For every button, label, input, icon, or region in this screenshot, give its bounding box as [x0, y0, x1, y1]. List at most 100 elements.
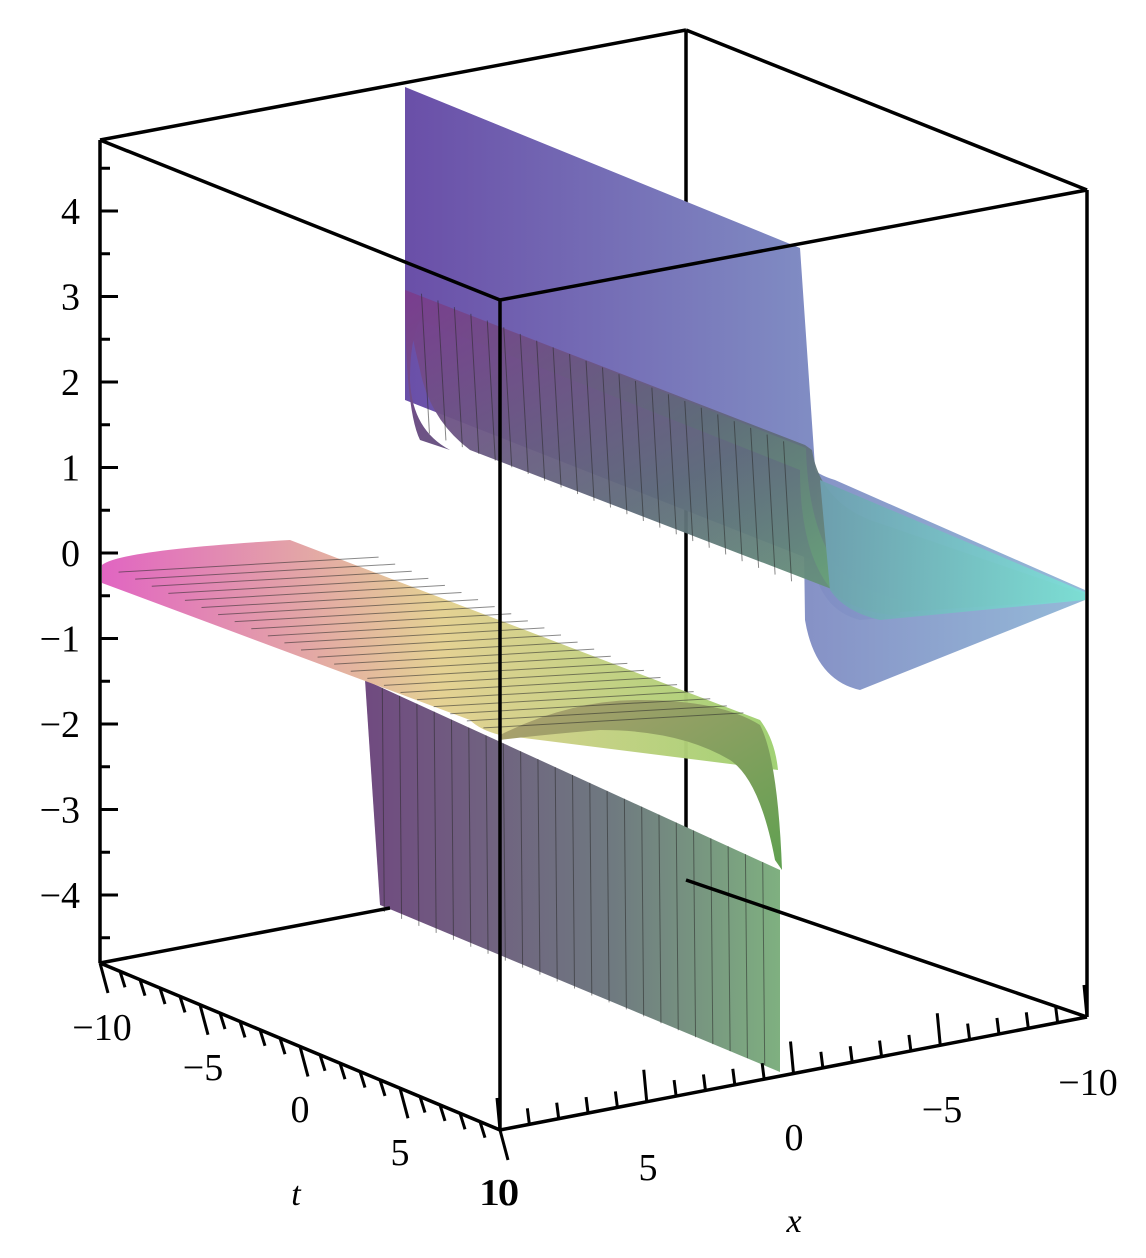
upper-mesh-line	[519, 333, 529, 474]
lower-mesh-line	[572, 774, 575, 989]
lower-mesh-line	[399, 695, 403, 919]
lower-flat-mesh-line	[135, 563, 396, 580]
x-minor-tick	[613, 1091, 619, 1108]
lower-mesh-line	[727, 846, 731, 1052]
lower-mesh-line	[554, 767, 558, 982]
x-tick-label: −10	[1058, 1062, 1117, 1104]
x-tick-label: 5	[639, 1147, 658, 1189]
z-tick-label: 3	[61, 277, 80, 319]
lower-flat-mesh-line	[317, 641, 578, 658]
t-minor-tick	[258, 1029, 267, 1047]
t-major-tick	[98, 962, 110, 994]
upper-mesh-line	[569, 354, 579, 495]
x-tick-label: 0	[785, 1117, 804, 1159]
lower-flat-mesh-line	[201, 592, 462, 608]
lower-mesh-line	[641, 806, 645, 1017]
x-minor-tick	[584, 1096, 590, 1114]
lower-flat-mesh-line	[383, 669, 644, 686]
upper-flat	[820, 480, 1085, 620]
lower-flat-mesh-line	[450, 698, 711, 715]
x-minor-tick	[731, 1068, 737, 1085]
x-minor-tick	[819, 1051, 825, 1069]
lower-flat-mesh-line	[251, 613, 512, 630]
upper-mesh-line	[651, 387, 661, 528]
x-minor-tick	[672, 1079, 678, 1097]
lower-mesh-line	[693, 830, 697, 1038]
x-minor-tick	[1024, 1012, 1030, 1029]
x-major-tick	[935, 1013, 942, 1046]
axis-ticks	[98, 166, 1089, 1161]
t-minor-tick	[358, 1071, 367, 1088]
z-tick-label: 4	[61, 191, 80, 233]
upper-mesh-line	[667, 394, 677, 535]
upper-mesh-line	[470, 313, 480, 454]
lower-mesh-line	[416, 703, 420, 926]
t-major-tick	[398, 1087, 410, 1119]
lower-flat-mesh-line	[168, 577, 429, 594]
upper-mesh-line	[585, 360, 595, 501]
lower-mesh-line	[485, 735, 489, 954]
x-minor-tick	[848, 1046, 854, 1063]
lower-flat-mesh-line	[267, 620, 528, 637]
t-minor-tick	[318, 1054, 327, 1072]
t-tick-label: 5	[391, 1132, 410, 1174]
t-minor-tick	[478, 1121, 487, 1139]
t-minor-tick	[338, 1062, 347, 1080]
upper-mesh-line	[717, 414, 727, 555]
lower-mesh-line	[675, 822, 679, 1031]
t-minor-tick	[278, 1037, 287, 1055]
lower-surface	[102, 540, 782, 1072]
z-tick-label: 0	[61, 533, 80, 575]
lower-mesh-line	[468, 727, 472, 947]
z-tick-label: −2	[40, 704, 80, 746]
lower-flat-mesh-line	[234, 606, 495, 623]
surface-mesh	[118, 293, 793, 1066]
lower-flat-mesh-line	[350, 655, 611, 672]
lower-mesh-line	[623, 798, 627, 1010]
t-minor-tick	[458, 1112, 467, 1130]
t-major-tick	[198, 1004, 210, 1036]
x-tick-label: 10	[481, 1172, 519, 1214]
upper-mesh-line	[486, 320, 496, 461]
lower-flat-mesh-line	[118, 556, 379, 573]
lower-mesh-line	[589, 782, 593, 996]
t-major-tick	[498, 1129, 510, 1161]
t-axis-label: t	[291, 1176, 302, 1213]
lower-flat-mesh-line	[184, 584, 445, 601]
t-tick-label: −10	[72, 1007, 131, 1049]
upper-mesh-line	[684, 401, 694, 542]
t-minor-tick	[118, 970, 127, 988]
x-minor-tick	[525, 1108, 531, 1125]
upper-mesh-line	[783, 441, 793, 582]
z-tick-label: −4	[40, 875, 80, 917]
x-tick-label: −5	[922, 1089, 962, 1131]
z-tick-label: 2	[61, 362, 80, 404]
upper-surface	[405, 87, 1085, 690]
lower-flat-mesh-line	[218, 599, 479, 616]
lower-mesh-line	[450, 719, 454, 940]
lower-flat-mesh-line	[300, 634, 562, 651]
x-minor-tick	[555, 1102, 561, 1119]
upper-mesh-line	[536, 340, 546, 481]
x-minor-tick	[760, 1062, 766, 1080]
upper-mesh-line	[750, 427, 760, 568]
x-axis-label: x	[785, 1203, 801, 1240]
upper-mesh-line	[634, 380, 644, 521]
lower-mesh-line	[502, 743, 506, 961]
z-tick-label: −3	[40, 790, 80, 832]
x-major-tick	[1082, 984, 1089, 1018]
lower-mesh-line	[520, 751, 524, 968]
lower-flat-mesh-line	[400, 677, 661, 693]
lower-mesh-line	[658, 814, 662, 1024]
upper-wall-face	[405, 87, 1085, 620]
lower-lip	[500, 700, 782, 870]
lower-mesh-line	[762, 862, 766, 1066]
upper-mesh-line	[420, 293, 430, 434]
x-minor-tick	[907, 1034, 913, 1052]
lower-flat-mesh-line	[334, 648, 595, 665]
t-minor-tick	[238, 1021, 247, 1038]
upper-mesh-line	[618, 374, 628, 515]
upper-mesh-line	[503, 327, 513, 468]
